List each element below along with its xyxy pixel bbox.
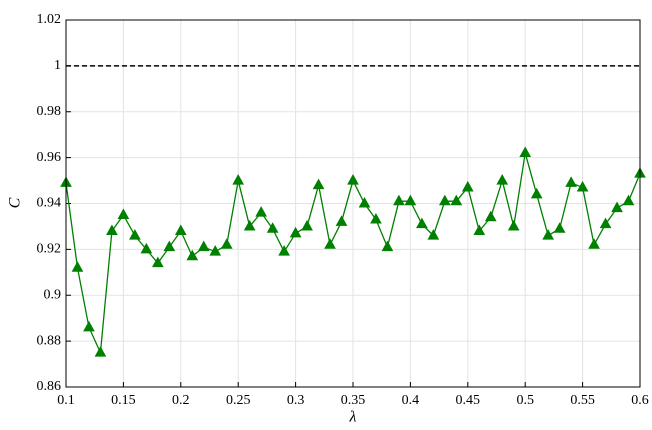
marker xyxy=(266,222,279,233)
y-tick-label: 1 xyxy=(54,58,61,73)
y-tick-label: 0.98 xyxy=(37,104,62,119)
y-tick-label: 1.02 xyxy=(37,12,62,27)
marker xyxy=(565,176,577,187)
marker xyxy=(450,194,463,206)
marker xyxy=(255,206,268,217)
marker xyxy=(381,240,394,252)
y-tick-label: 0.9 xyxy=(44,287,62,302)
marker xyxy=(542,229,555,240)
marker xyxy=(507,219,520,231)
x-tick-label: 0.5 xyxy=(516,393,534,408)
y-axis-label: C xyxy=(7,197,24,208)
x-tick-label: 0.2 xyxy=(172,393,190,408)
y-tick-label: 0.92 xyxy=(37,242,62,257)
marker xyxy=(174,224,187,236)
marker xyxy=(530,187,543,199)
marker xyxy=(220,238,233,249)
marker xyxy=(186,249,199,261)
x-axis-label: λ xyxy=(349,409,357,426)
marker xyxy=(106,224,118,236)
x-tick-label: 0.25 xyxy=(226,393,251,408)
x-tick-label: 0.4 xyxy=(402,393,420,408)
marker xyxy=(278,245,290,256)
marker xyxy=(438,194,451,206)
marker xyxy=(473,224,486,236)
marker xyxy=(243,219,256,231)
marker xyxy=(496,174,509,185)
marker xyxy=(197,240,210,252)
marker xyxy=(94,346,107,357)
marker xyxy=(71,261,84,272)
marker xyxy=(324,238,336,249)
marker xyxy=(358,196,371,208)
marker xyxy=(622,194,635,206)
marker xyxy=(553,222,566,233)
marker xyxy=(519,146,532,158)
marker xyxy=(129,229,141,240)
y-tick-label: 0.88 xyxy=(37,333,62,348)
y-tick-label: 0.94 xyxy=(37,196,62,211)
marker xyxy=(347,174,359,185)
marker xyxy=(151,256,164,268)
y-tick-label: 0.86 xyxy=(37,379,62,394)
marker xyxy=(232,174,245,185)
marker xyxy=(301,219,313,231)
marker xyxy=(83,320,95,332)
marker xyxy=(393,194,405,206)
plot-frame xyxy=(65,19,641,388)
marker xyxy=(484,210,497,222)
marker xyxy=(209,245,222,256)
marker xyxy=(611,201,623,213)
marker xyxy=(461,180,474,192)
marker xyxy=(576,180,589,192)
marker xyxy=(140,242,153,254)
x-tick-label: 0.3 xyxy=(287,393,305,408)
x-tick-label: 0.6 xyxy=(631,393,649,408)
marker xyxy=(588,238,600,249)
marker xyxy=(404,194,417,206)
x-tick-label: 0.1 xyxy=(57,393,75,408)
marker xyxy=(416,217,428,229)
marker xyxy=(427,229,440,240)
marker xyxy=(599,217,612,229)
x-tick-label: 0.15 xyxy=(111,393,136,408)
y-tick-label: 0.96 xyxy=(37,150,62,165)
marker xyxy=(312,178,325,190)
x-tick-label: 0.55 xyxy=(570,393,595,408)
marker xyxy=(163,240,176,252)
marker xyxy=(335,215,348,226)
x-tick-label: 0.45 xyxy=(456,393,481,408)
marker xyxy=(370,213,382,224)
marker xyxy=(117,208,130,219)
x-tick-label: 0.35 xyxy=(341,393,366,408)
marker xyxy=(289,226,302,238)
